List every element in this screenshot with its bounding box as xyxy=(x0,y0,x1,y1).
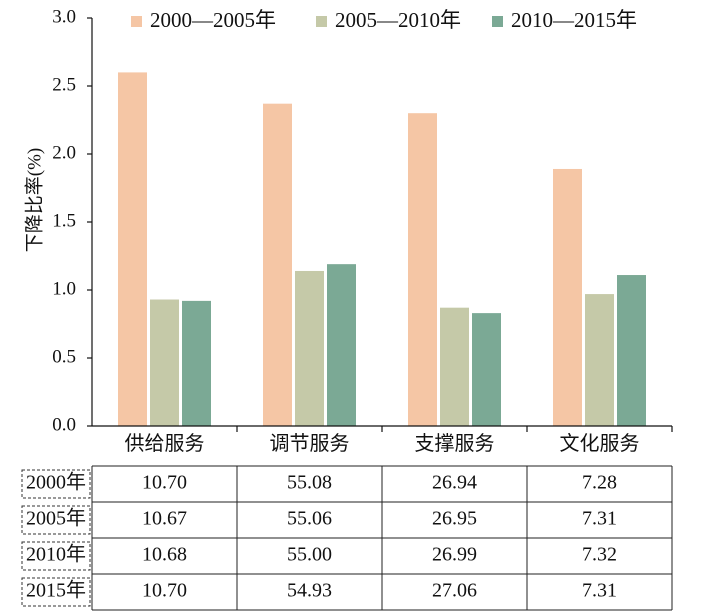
category-label: 文化服务 xyxy=(560,432,640,455)
table-cell: 7.31 xyxy=(582,508,617,530)
bar-1-1 xyxy=(118,72,147,427)
bar-1-3 xyxy=(408,113,437,426)
y-tick-label: 3.0 xyxy=(52,6,76,27)
y-tick-label: 2.5 xyxy=(52,74,76,95)
year-label: 2005年 xyxy=(26,507,86,530)
table-cell: 54.93 xyxy=(287,580,332,602)
y-tick-label: 0.5 xyxy=(52,346,76,367)
year-label: 2010年 xyxy=(26,543,86,566)
bar-3-1 xyxy=(182,300,211,426)
table-cell: 10.70 xyxy=(142,472,187,494)
table-cell: 26.94 xyxy=(432,472,477,494)
bar-2-2 xyxy=(295,270,324,426)
year-label: 2000年 xyxy=(26,471,86,494)
table-cell: 10.67 xyxy=(142,508,187,530)
table-cell: 55.08 xyxy=(287,472,332,494)
table-cell: 7.32 xyxy=(582,544,617,566)
bars xyxy=(118,72,646,427)
legend-swatch-3 xyxy=(492,16,503,27)
legend-label-2: 2005—2010年 xyxy=(335,8,461,32)
table-cell: 26.99 xyxy=(432,544,477,566)
table-cell: 26.95 xyxy=(432,508,477,530)
table-cell: 7.31 xyxy=(582,580,617,602)
y-tick-label: 2.0 xyxy=(52,142,76,163)
bar-2-3 xyxy=(440,307,469,426)
legend-label-1: 2000—2005年 xyxy=(150,8,276,32)
bar-1-2 xyxy=(263,103,292,427)
year-box xyxy=(21,469,91,499)
bar-3-3 xyxy=(472,313,501,426)
legend-swatch-2 xyxy=(316,16,327,27)
bar-1-4 xyxy=(553,168,582,426)
category-label: 调节服务 xyxy=(270,432,350,455)
category-label: 支撑服务 xyxy=(415,432,495,455)
table-cell: 55.06 xyxy=(287,508,332,530)
year-box xyxy=(21,577,91,607)
table-cell: 7.28 xyxy=(582,472,617,494)
year-box xyxy=(21,541,91,571)
bar-2-1 xyxy=(150,299,179,426)
x-axis: 供给服务 调节服务 支撑服务 文化服务 xyxy=(92,425,673,455)
y-axis: 0.0 0.5 1.0 1.5 2.0 2.5 3.0 xyxy=(52,6,93,435)
table-cell: 10.70 xyxy=(142,580,187,602)
table-cell: 27.06 xyxy=(432,580,477,602)
year-box xyxy=(21,505,91,535)
y-axis-title: 下降比率(%) xyxy=(23,148,45,252)
y-tick-label: 1.0 xyxy=(52,278,76,299)
bar-3-4 xyxy=(617,275,646,426)
year-label: 2015年 xyxy=(26,579,86,602)
legend-swatch-1 xyxy=(131,16,142,27)
legend-label-3: 2010—2015年 xyxy=(511,8,637,32)
category-label: 供给服务 xyxy=(125,432,205,455)
y-tick-label: 1.5 xyxy=(52,210,76,231)
y-tick-label: 0.0 xyxy=(52,414,76,435)
bar-2-4 xyxy=(585,294,614,426)
legend: 2000—2005年 2005—2010年 2010—2015年 xyxy=(131,8,637,32)
table-cell: 55.00 xyxy=(287,544,332,566)
table-cell: 10.68 xyxy=(142,544,187,566)
bar-3-2 xyxy=(327,264,356,426)
data-table: 2000年 10.70 55.08 26.94 7.28 2005年 10.67 55.06 2… xyxy=(21,465,673,611)
